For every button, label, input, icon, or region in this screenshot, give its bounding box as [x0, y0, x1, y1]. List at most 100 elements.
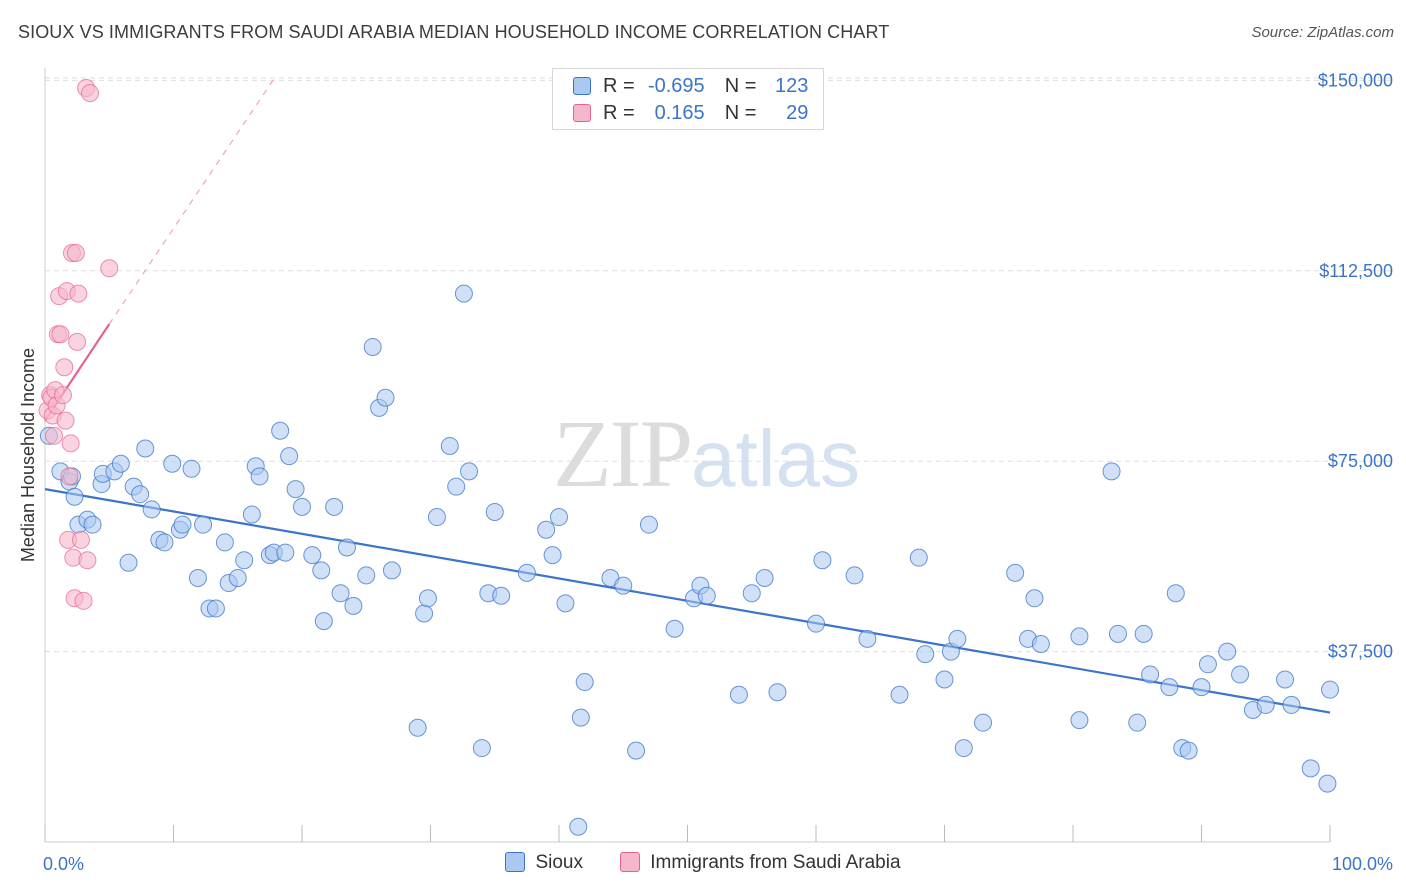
saudi-legend-label: Immigrants from Saudi Arabia — [650, 852, 901, 873]
sioux-point — [331, 584, 350, 603]
chart-title: SIOUX VS IMMIGRANTS FROM SAUDI ARABIA ME… — [18, 22, 890, 42]
sioux-point — [454, 284, 473, 303]
r-value: 0.165 — [654, 102, 705, 124]
sioux-point — [768, 683, 787, 702]
sioux-swatch — [573, 77, 591, 95]
sioux-point — [337, 538, 356, 557]
saudi-point — [78, 551, 97, 570]
sioux-point — [1179, 741, 1198, 760]
watermark: ZIPatlas — [553, 398, 860, 509]
sioux-point — [614, 576, 633, 595]
saudi-point — [68, 332, 87, 351]
saudi-legend-swatch — [620, 852, 641, 872]
sioux-point — [813, 551, 832, 570]
sioux-point — [909, 548, 928, 567]
n-value: 123 — [775, 75, 809, 97]
y-tick-label: $75,000 — [1328, 451, 1393, 471]
saudi-point — [74, 591, 93, 610]
sioux-point — [543, 546, 562, 565]
sioux-point — [382, 561, 401, 580]
chart-source: Source: ZipAtlas.com — [1251, 24, 1394, 41]
saudi-point — [60, 467, 79, 486]
sioux-point — [1218, 642, 1237, 661]
sioux-point — [136, 439, 155, 458]
sioux-point — [215, 533, 234, 552]
sioux-point — [119, 553, 138, 572]
sioux-point — [286, 480, 305, 499]
sioux-point — [1192, 678, 1211, 697]
sioux-point — [250, 467, 269, 486]
sioux-point — [1128, 713, 1147, 732]
sioux-point — [182, 459, 201, 478]
watermark-atlas: atlas — [691, 414, 860, 503]
sioux-point — [492, 586, 511, 605]
sioux-point — [1318, 774, 1337, 793]
sioux-point — [303, 546, 322, 565]
saudi-point — [44, 426, 63, 445]
y-axis-title: Median Household Income — [18, 348, 38, 562]
legend-item-saudi: Immigrants from Saudi Arabia — [620, 852, 901, 874]
sioux-point — [276, 543, 295, 562]
sioux-point — [155, 533, 174, 552]
sioux-point — [948, 629, 967, 648]
correlation-legend: R = -0.695 N = 123 R = 0.165 N = 29 — [552, 68, 824, 130]
sioux-point — [271, 421, 290, 440]
sioux-point — [858, 629, 877, 648]
saudi-point — [69, 284, 88, 303]
sioux-point — [163, 454, 182, 473]
sioux-point — [228, 568, 247, 587]
sioux-point — [550, 508, 568, 527]
sioux-point — [363, 337, 382, 356]
sioux-point — [1134, 624, 1153, 643]
saudi-point — [71, 530, 90, 549]
sioux-point — [1006, 563, 1025, 582]
sioux-point — [1031, 634, 1050, 653]
sioux-point — [173, 515, 192, 534]
saudi-point — [66, 244, 85, 263]
sioux-point — [729, 685, 748, 704]
saudi-point — [51, 325, 70, 344]
n-value: 29 — [786, 102, 809, 124]
n-label: N = — [724, 75, 757, 97]
sioux-point — [1141, 665, 1160, 684]
sioux-point — [916, 645, 935, 664]
sioux-point — [460, 462, 479, 481]
sioux-point — [845, 566, 864, 585]
data-points — [38, 79, 1339, 836]
sioux-point — [312, 561, 331, 580]
sioux-point — [1070, 711, 1089, 730]
trend-lines — [44, 74, 1331, 714]
sioux-point — [376, 388, 395, 407]
watermark-zip: ZIP — [553, 400, 693, 507]
sioux-point — [807, 614, 825, 633]
r-value: -0.695 — [647, 75, 705, 97]
r-label: R = — [603, 75, 635, 97]
sioux-point — [206, 599, 225, 618]
sioux-point — [472, 739, 491, 758]
legend-item-sioux: Sioux — [505, 852, 583, 874]
sioux-point — [575, 673, 594, 692]
sioux-point — [65, 487, 84, 506]
sioux-point — [537, 520, 556, 539]
legend-row-sioux: R = -0.695 N = 123 — [573, 75, 808, 99]
sioux-point — [188, 568, 207, 587]
sioux-point — [1276, 670, 1295, 689]
sioux-point — [142, 500, 161, 519]
y-tick-label: $150,000 — [1318, 70, 1393, 90]
sioux-point — [954, 739, 973, 758]
sioux-point — [697, 586, 716, 605]
axes — [44, 68, 1331, 843]
sioux-point — [1256, 695, 1275, 714]
sioux-point — [344, 596, 363, 615]
sioux-point — [325, 497, 344, 516]
sioux-point — [974, 713, 993, 732]
sioux-point — [1321, 680, 1339, 699]
sioux-point — [1282, 695, 1301, 714]
saudi-swatch — [573, 104, 591, 122]
sioux-point — [485, 502, 504, 521]
sioux-point — [517, 563, 536, 582]
tick-labels: $37,500 $75,000 $112,500 $150,000 0.0% 100.0% — [43, 70, 1393, 874]
sioux-point — [935, 670, 954, 689]
sioux-point — [83, 515, 102, 534]
